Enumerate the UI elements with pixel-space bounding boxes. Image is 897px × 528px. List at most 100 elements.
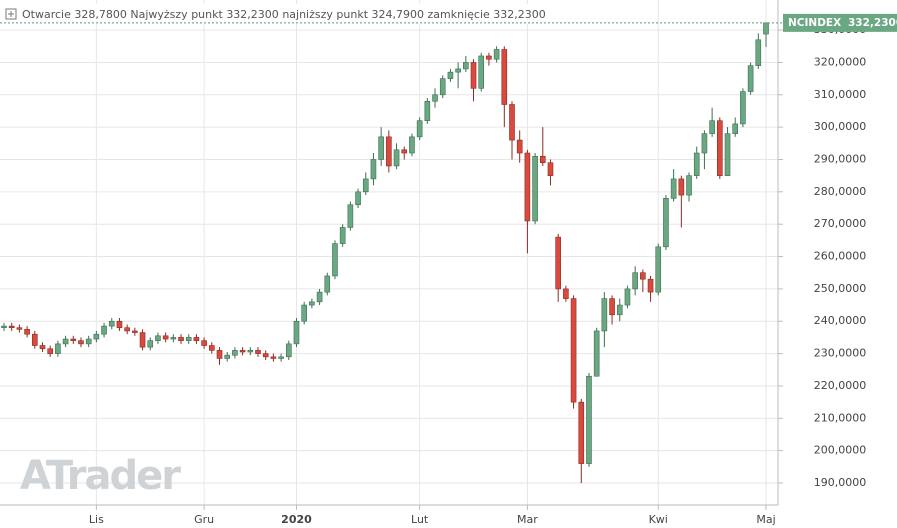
value: 332,2300 [493, 8, 546, 21]
candle-body [747, 65, 754, 92]
candle-body [740, 91, 746, 125]
candle-body [347, 204, 354, 228]
candle-body [393, 149, 400, 167]
candle-body [247, 350, 254, 353]
x-tick-label: Lis [89, 513, 104, 526]
candle-body [201, 340, 207, 346]
candle-body [439, 78, 446, 96]
header-text: Otwarcie 328,7800 Najwyższy punkt 332,23… [22, 8, 546, 21]
candle-body [655, 246, 662, 293]
candle-body [47, 348, 53, 354]
candle-body [709, 120, 715, 134]
x-tick-label: 2020 [281, 513, 312, 526]
candle-body [124, 327, 130, 332]
candle-body [108, 320, 115, 327]
y-tick-label: 230,0000 [814, 347, 867, 360]
candle-body [293, 320, 300, 345]
candle-body [378, 136, 384, 160]
candle-body [763, 22, 769, 35]
candle-body [232, 350, 238, 356]
candle-body [670, 178, 677, 199]
last-price: NCINDEX 332,2300 [0, 13, 897, 32]
candle-body [16, 327, 23, 330]
candle-body [424, 100, 431, 121]
candle-body [31, 333, 38, 346]
candle-body [370, 159, 377, 180]
candle-body [663, 198, 669, 248]
candle-body [539, 155, 546, 164]
candle-body [516, 139, 523, 154]
candles [1, 22, 769, 484]
candle-body [724, 133, 731, 176]
candle-body [224, 354, 231, 359]
candle-body [755, 39, 762, 66]
y-tick-label: 220,0000 [814, 379, 867, 392]
candle-body [470, 62, 477, 89]
candle-body [493, 49, 500, 60]
candle-body [39, 345, 46, 350]
candle-body [216, 350, 223, 359]
candle-body [85, 338, 92, 345]
y-tick-label: 250,0000 [814, 282, 867, 295]
y-tick-label: 310,0000 [814, 88, 867, 101]
x-tick-label: Maj [756, 513, 775, 526]
candle-body [409, 136, 415, 154]
candle-body [586, 375, 592, 464]
candle-body [463, 62, 469, 70]
last-price-label: 332,2300 [848, 17, 897, 29]
candle-body [301, 304, 307, 322]
candle-body [285, 343, 292, 358]
y-tick-label: 270,0000 [814, 217, 867, 230]
candle-body [686, 175, 692, 196]
candle-body [209, 345, 215, 351]
candle-body [693, 152, 700, 176]
candle-body [455, 68, 461, 73]
candle-body [255, 350, 261, 354]
y-tick-label: 260,0000 [814, 250, 867, 263]
candle-body [401, 149, 408, 154]
candle-body [132, 330, 138, 333]
y-tick-label: 300,0000 [814, 120, 867, 133]
header-bg [0, 4, 540, 24]
label: Otwarcie [22, 8, 71, 21]
candle-body [732, 123, 739, 134]
candle-body [116, 320, 123, 329]
candle-body [532, 155, 538, 222]
candle-body [193, 337, 200, 341]
candle-body [270, 356, 277, 359]
candle-body [601, 298, 608, 332]
candle-body [78, 340, 84, 345]
y-tick-label: 200,0000 [814, 444, 867, 457]
candle-body [501, 49, 508, 105]
candle-body [332, 243, 338, 277]
axes: 190,0000 200,0000 210,0000 220,0000 230,0000… [89, 23, 866, 526]
candle-body [339, 227, 346, 244]
candle-body [609, 298, 615, 316]
candle-body [701, 133, 708, 154]
candle-body [62, 338, 69, 345]
candle-body [416, 120, 423, 138]
candle-body [570, 298, 577, 403]
candle-body [24, 329, 30, 335]
candle-body [162, 335, 169, 340]
last-price-box [783, 13, 897, 32]
candle-body [563, 288, 569, 299]
candle-body [70, 338, 77, 341]
y-tick-label: 190,0000 [814, 476, 867, 489]
candle-body [278, 356, 284, 359]
candle-body [447, 71, 454, 79]
candle-body [316, 291, 323, 303]
candle-body [547, 162, 554, 176]
candle-body [555, 236, 561, 290]
expand-icon[interactable] [5, 8, 17, 20]
x-tick-label: Mar [517, 513, 538, 526]
candle-body [432, 94, 438, 102]
expand-icon-plus [8, 11, 14, 17]
candle-body [486, 55, 492, 60]
candle-body [178, 337, 184, 341]
candle-body [185, 337, 192, 341]
label: najniższy punkt [282, 8, 368, 21]
x-tick-label: Lut [411, 513, 429, 526]
candle-body [93, 333, 100, 340]
